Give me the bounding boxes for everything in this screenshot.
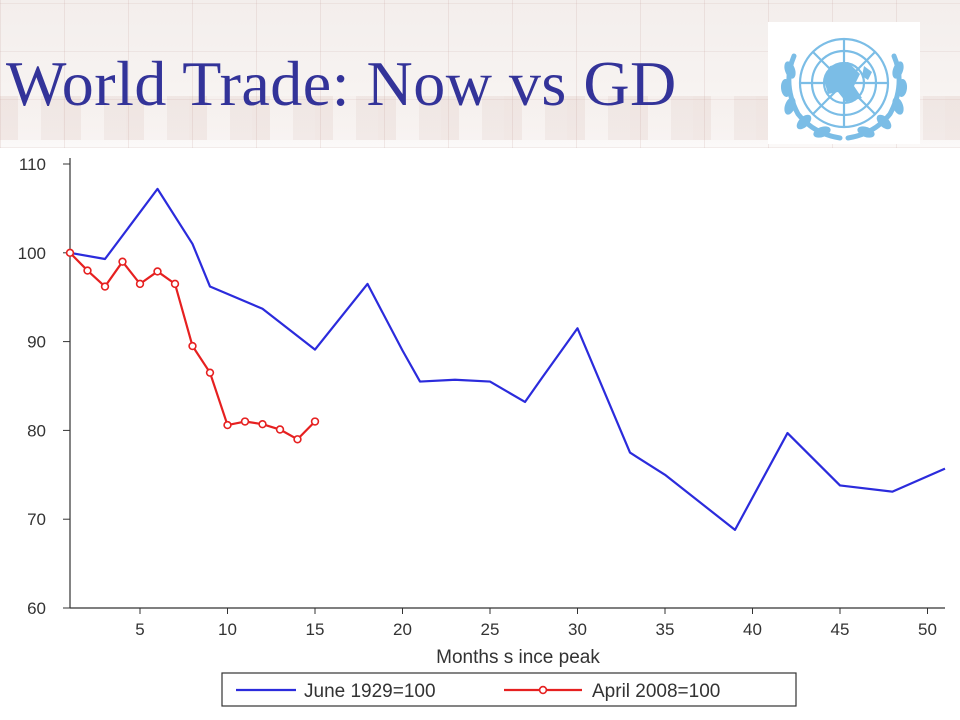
slide-header: World Trade: Now vs GD [0, 0, 960, 148]
series-2-point [205, 368, 215, 377]
series-2-point [293, 435, 302, 444]
series-2-point [100, 282, 110, 291]
series-2-point [153, 267, 162, 276]
un-emblem-icon [768, 22, 920, 144]
x-tick-label: 40 [743, 620, 762, 639]
x-tick-label: 30 [568, 620, 587, 639]
chart-legend: June 1929=100 April 2008=100 [221, 672, 797, 707]
y-tick-label: 70 [27, 510, 46, 529]
series-2-point [240, 417, 250, 426]
series-line-1 [69, 187, 946, 531]
y-tick-label: 80 [27, 421, 46, 440]
x-axis-label: Months s ince peak [436, 647, 600, 668]
y-tick-label: 90 [27, 333, 46, 352]
series-2-point [310, 417, 320, 426]
series-2-point [135, 279, 145, 289]
series-2-point [65, 248, 75, 258]
series-2-point [275, 425, 285, 434]
x-tick-label: 10 [218, 620, 237, 639]
legend-label-june-1929: June 1929=100 [304, 681, 436, 702]
series-2-point [83, 266, 92, 275]
x-tick-label: 45 [831, 620, 850, 639]
x-tick-label: 5 [135, 620, 144, 639]
series-2-point [118, 257, 127, 266]
x-tick-label: 25 [481, 620, 500, 639]
y-tick-label: 100 [18, 244, 46, 263]
series-2-point [188, 341, 197, 351]
legend-label-april-2008: April 2008=100 [592, 681, 720, 702]
trade-line-chart: 60 70 80 90 100 110 5 10 15 20 25 30 35 40 45 50 Months … [18, 155, 946, 707]
x-tick-label: 35 [656, 620, 675, 639]
y-tick-label: 60 [27, 599, 46, 618]
series-2-point [258, 419, 267, 429]
slide-title: World Trade: Now vs GD [6, 48, 677, 119]
legend-box [221, 672, 797, 707]
legend-marker-april-2008 [538, 685, 548, 695]
x-tick-label: 15 [306, 620, 325, 639]
x-tick-label: 50 [918, 620, 937, 639]
series-2-point [223, 420, 232, 430]
x-tick-label: 20 [393, 620, 412, 639]
y-tick-label: 110 [19, 155, 46, 174]
series-2-point [170, 279, 180, 289]
